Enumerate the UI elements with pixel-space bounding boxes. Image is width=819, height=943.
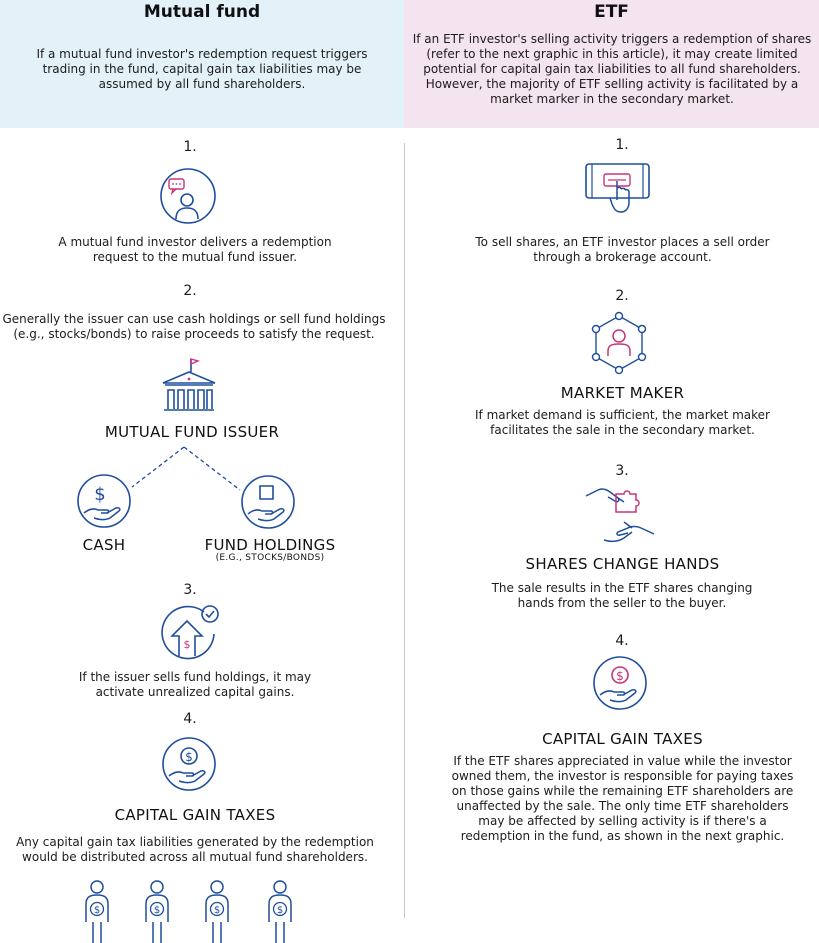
shares-change-hands-label: SHARES CHANGE HANDS — [525, 555, 720, 573]
svg-text:$: $ — [185, 750, 193, 764]
mutual-fund-header — [0, 0, 404, 128]
tax-coin-hand-icon: $ — [161, 736, 217, 792]
mutual-fund-intro: If a mutual fund investor's redemption r… — [36, 47, 368, 91]
etf-step-1-text: To sell shares, an ETF investor places a… — [475, 235, 770, 264]
etf-step-2-number: 2. — [615, 288, 629, 304]
puzzle-handoff-icon — [584, 484, 656, 548]
svg-text:$: $ — [277, 905, 283, 916]
investor-chat-icon — [159, 167, 217, 225]
shareholder-person-icon: $ — [265, 878, 295, 943]
fund-issuer-building-icon — [161, 357, 217, 413]
shareholder-person-icon: $ — [202, 878, 232, 943]
etf-title: ETF — [594, 2, 629, 22]
fund-holdings-label: FUND HOLDINGS — [204, 536, 336, 554]
tablet-tap-icon — [584, 162, 654, 214]
shareholder-person-icon: $ — [142, 878, 172, 943]
svg-text:$: $ — [94, 905, 100, 916]
column-divider — [404, 143, 405, 918]
mf-step-4-number: 4. — [183, 711, 197, 727]
etf-step-3-text: The sale results in the ETF shares chang… — [491, 581, 753, 610]
mf-step-2-text: Generally the issuer can use cash holdin… — [2, 312, 386, 341]
etf-step-2-text: If market demand is sufficient, the mark… — [475, 408, 770, 437]
etf-intro: If an ETF investor's selling activity tr… — [412, 32, 812, 106]
mutual-fund-title: Mutual fund — [143, 2, 261, 22]
etf-step-4-text: If the ETF shares appreciated in value w… — [451, 754, 794, 843]
svg-text:$: $ — [154, 905, 160, 916]
svg-text:$: $ — [616, 669, 624, 683]
shareholder-person-icon: $ — [82, 878, 112, 943]
market-maker-label: MARKET MAKER — [560, 384, 685, 402]
tax-coin-hand-icon: $ — [592, 655, 648, 711]
cash-label: CASH — [82, 536, 126, 554]
mf-capital-gain-label: CAPITAL GAIN TAXES — [114, 806, 276, 824]
capital-gains-arrow-icon: $ — [161, 604, 221, 664]
etf-step-4-number: 4. — [615, 633, 629, 649]
etf-header — [404, 0, 819, 128]
cash-in-hand-icon: $ — [76, 473, 132, 529]
market-maker-network-icon — [587, 311, 651, 375]
fund-holdings-sublabel: (E.G., STOCKS/BONDS) — [215, 553, 325, 563]
svg-text:$: $ — [214, 905, 220, 916]
etf-step-3-number: 3. — [615, 463, 629, 479]
issuer-connector-lines — [0, 0, 404, 560]
mf-step-2-number: 2. — [183, 283, 197, 299]
mutual-fund-issuer-label: MUTUAL FUND ISSUER — [104, 423, 280, 441]
etf-capital-gain-label: CAPITAL GAIN TAXES — [542, 730, 703, 748]
svg-text:$: $ — [94, 484, 105, 505]
etf-step-1-number: 1. — [615, 137, 629, 153]
mf-step-4-text: Any capital gain tax liabilities generat… — [16, 835, 374, 864]
mf-step-1-number: 1. — [183, 139, 197, 155]
mf-step-1-text: A mutual fund investor delivers a redemp… — [58, 235, 332, 264]
mf-step-3-number: 3. — [183, 582, 197, 598]
mf-step-3-text: If the issuer sells fund holdings, it ma… — [78, 670, 312, 699]
svg-text:$: $ — [184, 638, 191, 651]
holdings-in-hand-icon — [240, 474, 296, 530]
